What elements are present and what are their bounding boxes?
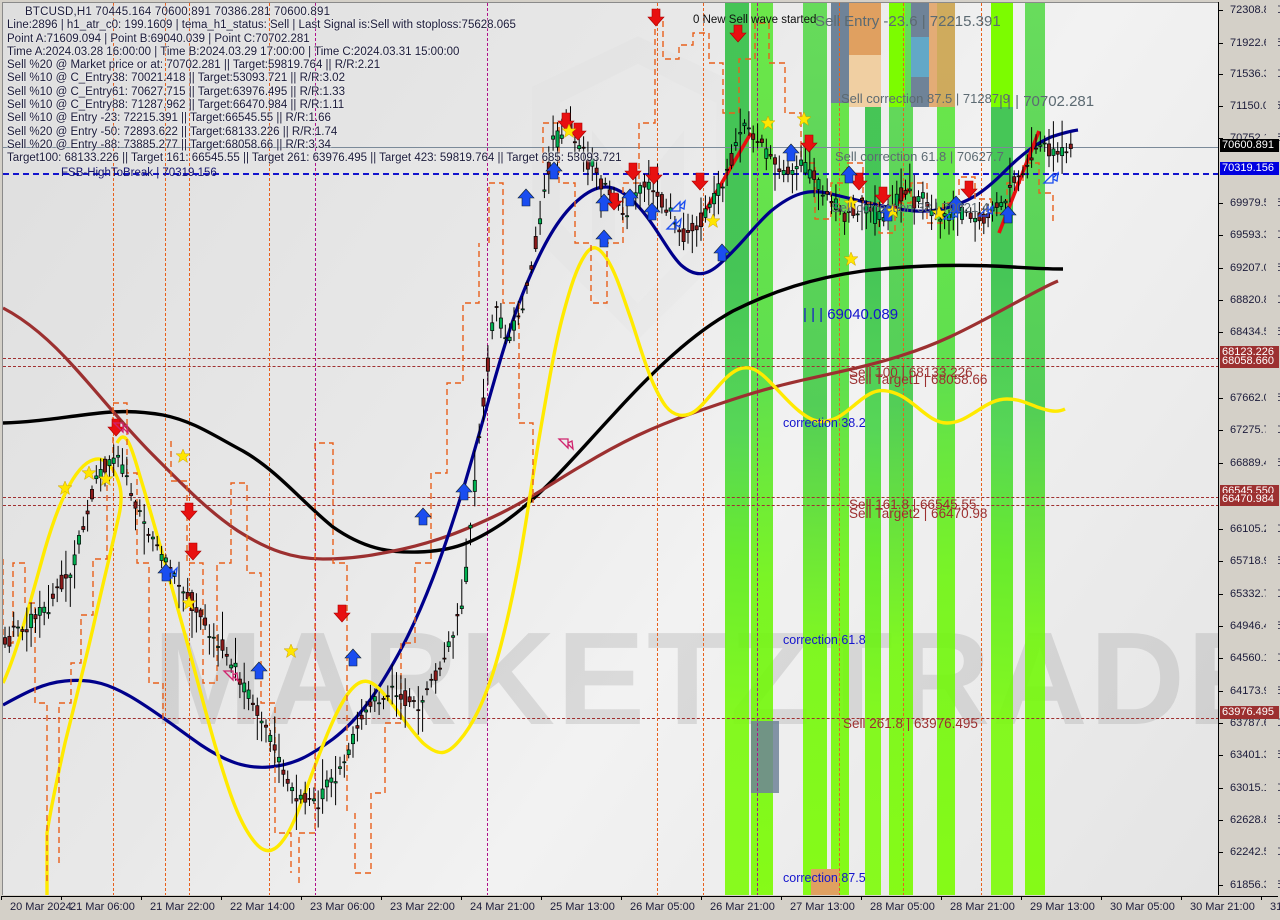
price-tag: 66470.984 [1220,493,1279,506]
ma-yellow-line [3,246,1066,895]
vertical-guide [981,3,982,895]
target-level-line [3,505,1218,506]
time-tick: 26 Mar 21:00 [701,896,775,913]
info-line: Sell %10 @ Entry -23: 72215.391 || Targe… [7,112,331,125]
time-tick: 30 Mar 21:00 [1181,896,1255,913]
time-tick: 26 Mar 05:00 [621,896,695,913]
vertical-guide [269,3,270,895]
info-line: Target100: 68133.226 || Target 161: 6654… [7,152,622,165]
highlight-band [937,3,955,895]
time-tick: 28 Mar 05:00 [861,896,935,913]
info-line: Time A:2024.03.28 16:00:00 | Time B:2024… [7,45,460,58]
vertical-guide [165,3,166,895]
band-segment [831,3,849,103]
label-fsb-high-to-break: FSB-HighToBreak | 70319.156 [61,167,217,179]
time-tick: 23 Mar 22:00 [381,896,455,913]
info-line: Line:2896 | h1_atr_c0: 199.1609 | tema_h… [7,19,516,32]
band-segment [849,3,881,55]
time-tick: 25 Mar 13:00 [541,896,615,913]
chart-plot-area[interactable]: MARKETZTRADE [2,2,1218,895]
chart-info-header: BTCUSD,H1 70445.164 70600.891 70386.281 … [7,6,622,166]
vertical-guide [189,3,190,895]
target-level-line [3,366,1218,367]
label-sell-correction-38: Sell correction 38 | 70021.4 [831,200,990,215]
band-segment [991,3,1013,107]
label-sell-correction-618: Sell correction 61.8 | 70627.7 [835,149,1004,164]
price-tag: 68058.660 [1220,355,1279,368]
highlight-band [889,3,913,895]
highlight-band [803,3,827,895]
label-sell-2618: Sell 261.8 | 63976.495 [843,716,978,731]
time-tick: 28 Mar 21:00 [941,896,1015,913]
info-line: Sell %20 @ Entry -50: 72893.622 || Targe… [7,125,338,138]
highlight-band [1025,3,1045,895]
info-line: Sell %10 @ C_Entry61: 70627.715 || Targe… [7,85,345,98]
indicator-layer [3,21,1079,895]
vertical-guide [703,3,704,895]
info-line: Sell %10 @ C_Entry38: 70021.418 || Targe… [7,72,345,85]
price-tag: 70319.156 [1220,162,1279,175]
chart-scrollbar[interactable] [1266,2,1278,895]
label-correction-875: correction 87.5 [783,871,866,885]
time-tick: 30 Mar 05:00 [1101,896,1175,913]
label-sell-entry: Sell Entry -23.6 | 72215.391 [815,13,1001,30]
info-line: Sell %20 @ Entry -88: 73885.277 || Targe… [7,138,331,151]
highlight-band [991,3,1013,895]
price-tag: 70600.891 [1220,139,1279,152]
target-level-line [3,358,1218,359]
label-correction-618: correction 61.8 [783,633,866,647]
time-tick: 23 Mar 06:00 [301,896,375,913]
band-segment [929,3,955,107]
info-line: Sell %10 @ C_Entry88: 71287.962 || Targe… [7,99,345,112]
target-level-line [3,497,1218,498]
vertical-guide [657,3,658,895]
label-point-b: | | | 69040.089 [803,306,899,323]
label-sell-100: Sell 100 | 68133.226 [849,365,973,380]
info-line: Sell %20 @ Market price or at: 70702.281… [7,59,381,72]
time-tick: 29 Mar 13:00 [1021,896,1095,913]
vertical-guide [903,3,904,895]
signal-markers [57,8,1059,683]
label-sell-target2: Sell Target2 | 66470.98 [849,506,988,521]
time-tick: 22 Mar 14:00 [221,896,295,913]
vertical-guide [757,3,758,895]
ma-blue-line [3,128,1079,769]
label-point-c: | | | 70702.281 [999,93,1095,110]
time-axis[interactable]: 20 Mar 2024 21 Mar 06:00 21 Mar 22:00 22 Ma… [1,896,1280,920]
label-sell-target1: Sell Target1 | 68058.66 [849,372,988,387]
band-segment [849,55,881,107]
envelope-lower [354,182,534,874]
ma-darkred-line [3,279,1059,561]
time-tick: 31 Mar 13:00 [1261,896,1280,913]
target-level-line [3,718,1218,719]
price-level-line [3,147,1218,148]
band-segment [889,3,905,107]
envelope-mid [170,441,348,883]
time-tick: 21 Mar 22:00 [141,896,215,913]
time-tick: 20 Mar 2024 [1,896,72,913]
time-tick: 21 Mar 06:00 [61,896,135,913]
label-correction-382: correction 38.2 [783,416,866,430]
label-new-wave: 0 New Sell wave started [693,14,817,26]
price-tag: 63976.495 [1220,706,1279,719]
fsb-level-line [3,173,1218,175]
vertical-guide [839,3,840,895]
highlight-band [865,3,881,895]
vertical-guide [487,3,488,895]
band-segment [911,37,929,77]
envelope-right [542,21,1054,304]
band-segment [751,721,779,793]
time-tick: 27 Mar 13:00 [781,896,855,913]
label-sell-1618: Sell 161.8 | 66545.55 [849,497,977,512]
ma-black-line [3,263,1064,554]
time-tick: 24 Mar 21:00 [461,896,535,913]
symbol-ohlc-line: BTCUSD,H1 70445.164 70600.891 70386.281 … [25,6,331,18]
highlight-band [725,3,749,895]
label-sell-correction-875: Sell correction 87.5 | 71287.9 [841,91,1010,106]
info-line: Point A:71609.094 | Point B:69040.039 | … [7,32,310,45]
envelope-upper [3,402,164,881]
band-segment [811,869,839,895]
